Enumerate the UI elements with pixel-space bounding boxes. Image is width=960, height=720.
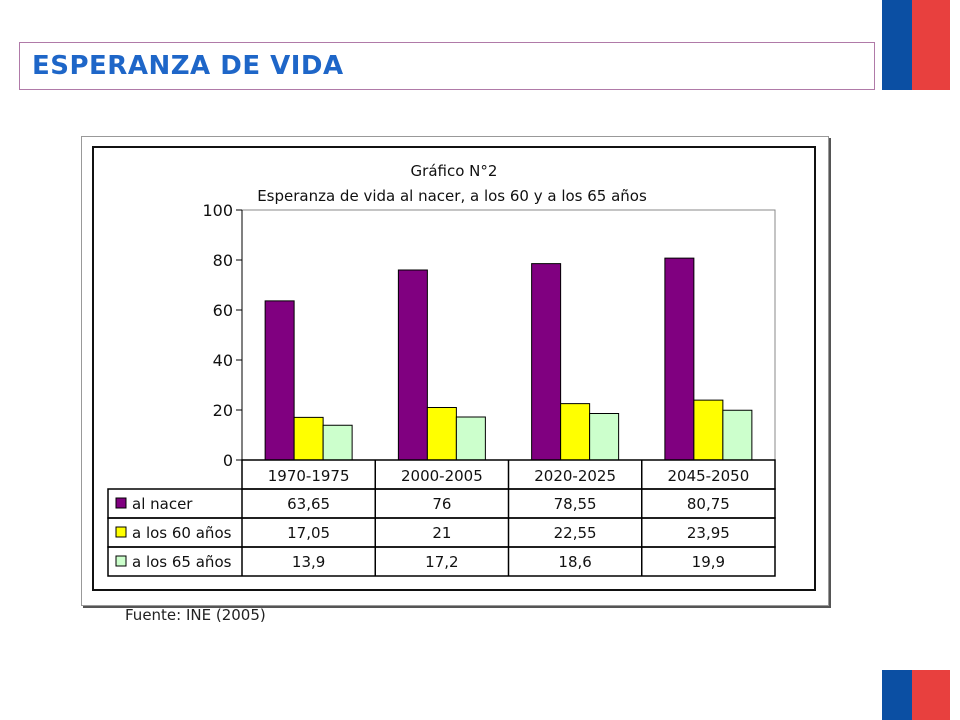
data-label: 13,9 [292,553,325,571]
y-tick-label: 20 [213,401,233,420]
bar [531,263,562,461]
legend-label: a los 65 años [132,553,232,571]
y-tick-label: 40 [213,351,233,370]
x-tick-label: 2000-2005 [401,467,483,485]
x-tick-label: 2020-2025 [534,467,616,485]
x-tick-label: 1970-1975 [268,467,350,485]
data-label: 63,65 [287,495,330,513]
table-row [107,546,776,577]
data-label: 80,75 [687,495,730,513]
data-label: 21 [432,524,451,542]
chart-title: Gráfico N°2 [411,162,498,180]
data-label: 76 [432,495,451,513]
chart-frame-outer [81,136,829,606]
bar [455,416,486,461]
bar [693,399,724,461]
bar [560,403,591,461]
y-tick-label: 100 [202,201,233,220]
bar [322,424,353,461]
data-label: 18,6 [558,553,591,571]
data-label: 19,9 [692,553,725,571]
bar [589,413,620,461]
slide-title: ESPERANZA DE VIDA [32,51,344,81]
data-label: 22,55 [554,524,597,542]
bar [293,416,324,461]
bar [722,409,753,461]
bar [264,300,295,461]
slide-title-box: ESPERANZA DE VIDA [19,42,875,90]
bar [397,269,428,461]
chart-subtitle: Esperanza de vida al nacer, a los 60 y a… [257,187,647,205]
y-tick-label: 60 [213,301,233,320]
legend-swatch [115,526,127,538]
data-label: 17,2 [425,553,458,571]
x-tick-label: 2045-2050 [667,467,749,485]
data-label: 23,95 [687,524,730,542]
bar [664,257,695,461]
flag-decoration-top [882,0,950,90]
legend-label: al nacer [132,495,193,513]
data-label: 17,05 [287,524,330,542]
y-tick-label: 80 [213,251,233,270]
y-tick-label: 0 [223,451,233,470]
legend-label: a los 60 años [132,524,232,542]
data-label: 78,55 [554,495,597,513]
legend-swatch [115,555,127,567]
chart-source: Fuente: INE (2005) [125,606,266,624]
legend-swatch [115,497,127,509]
bar [426,407,457,461]
flag-decoration-bottom [882,670,950,720]
